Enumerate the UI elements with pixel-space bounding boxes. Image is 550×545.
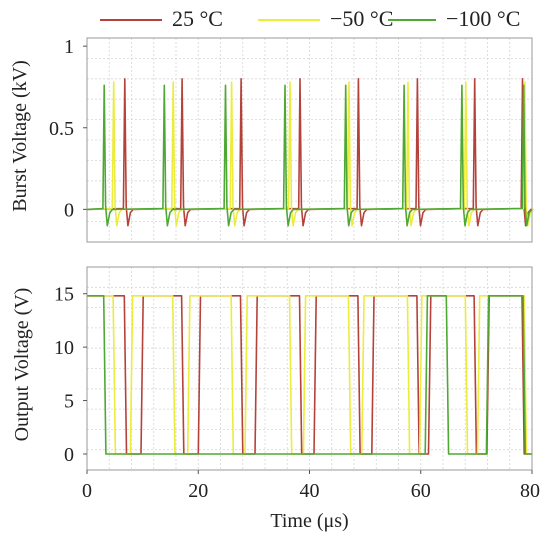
output-series-line-1: [87, 294, 532, 455]
chart-legend: 25 °C −50 °C −100 °C: [0, 2, 550, 36]
x-tick-label: 60: [411, 480, 431, 502]
burst-series-line-2: [86, 84, 533, 227]
output-series-line-0: [87, 294, 532, 455]
x-tick-label: 20: [188, 480, 208, 502]
output-x-axis-label: Time (μs): [270, 510, 348, 532]
burst-y-axis-label: Burst Voltage (kV): [9, 60, 31, 211]
y-tick-label: 0: [64, 444, 74, 466]
y-tick-label: 15: [54, 284, 74, 306]
x-tick-label: 40: [300, 480, 320, 502]
legend-label-minus100c: −100 °C: [446, 6, 521, 31]
output-voltage-panel: 0 5 10 15 Output Voltage (V) 0 20 40 60 80 Time (μ…: [11, 266, 540, 532]
legend-swatch-minus100c: [388, 19, 436, 21]
output-y-ticks: 0 5 10 15: [54, 284, 87, 466]
y-tick-label: 0: [64, 199, 74, 221]
y-tick-label: 1: [64, 36, 74, 58]
output-series-line-2: [87, 294, 532, 455]
legend-label-minus50c: −50 °C: [330, 6, 394, 31]
legend-swatch-25c: [100, 19, 162, 21]
x-tick-label: 80: [520, 480, 540, 502]
burst-plot-frame: [86, 37, 533, 243]
burst-series: [86, 78, 534, 227]
y-tick-label: 0.5: [49, 118, 74, 140]
burst-y-ticks: 00.51: [49, 36, 87, 221]
legend-swatch-minus50c: [258, 19, 320, 21]
y-tick-label: 10: [54, 337, 74, 359]
legend-label-25c: 25 °C: [172, 6, 223, 31]
x-tick-label: 0: [82, 480, 92, 502]
y-tick-label: 5: [64, 391, 74, 413]
output-x-ticks: 0 20 40 60 80: [82, 470, 540, 502]
output-series: [87, 294, 532, 455]
output-y-axis-label: Output Voltage (V): [11, 288, 33, 442]
